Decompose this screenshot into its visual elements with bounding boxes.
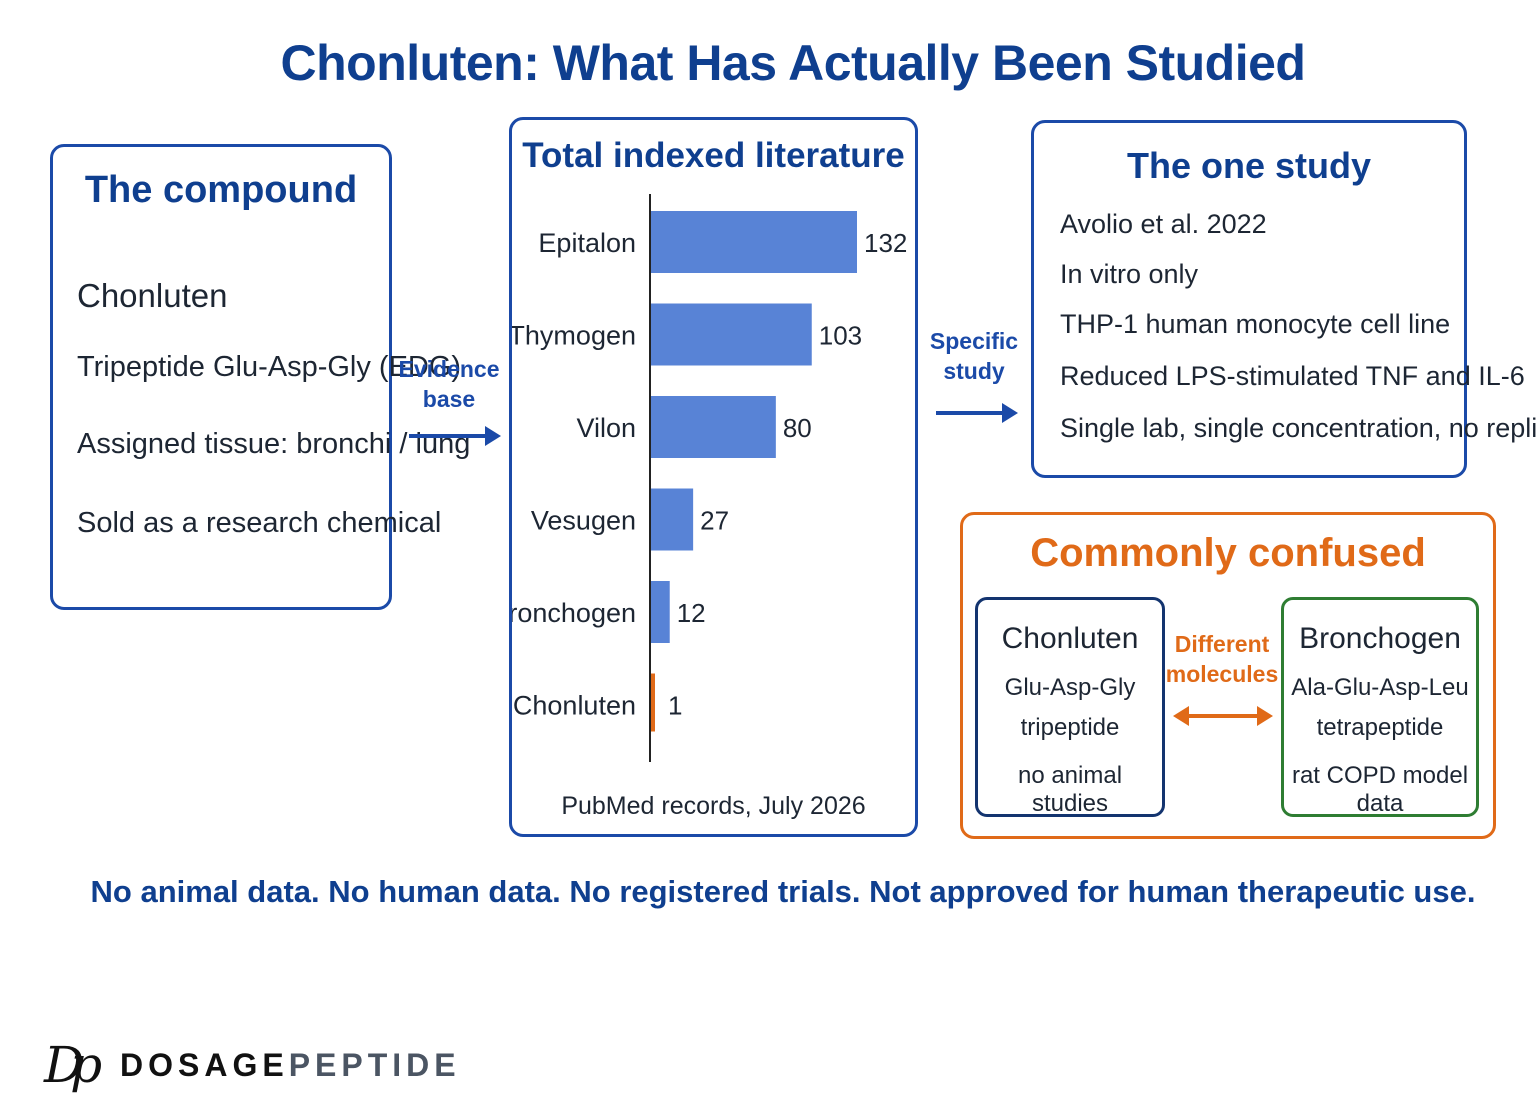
bar-value-label: 103 [819, 321, 862, 351]
dosagepeptide-logo-mark: Dp [44, 1036, 102, 1094]
bronchogen-card-sequence: Ala-Glu-Asp-Leu [1291, 674, 1469, 701]
logo-text-part1: DOSAGE [120, 1047, 289, 1083]
bar-label: Vesugen [531, 506, 636, 536]
compound-panel-title: The compound [84, 169, 358, 211]
bar-value-label: 1 [668, 691, 682, 721]
bar [651, 488, 694, 551]
evidence-arrow-icon [409, 426, 501, 446]
evidence-base-label: Evidence base [398, 354, 500, 414]
page-title: Chonluten: What Has Actually Been Studie… [280, 35, 1306, 91]
different-molecules-line1: Different [1174, 631, 1270, 657]
footer-disclaimer: No animal data. No human data. No regist… [90, 874, 1476, 909]
bronchogen-card-kind: tetrapeptide [1316, 714, 1444, 741]
compound-name: Chonluten [77, 277, 228, 314]
bar-label: Thymogen [512, 321, 636, 351]
logo-text-part2: PEPTIDE [288, 1047, 461, 1083]
bronchogen-card-name: Bronchogen [1299, 622, 1461, 655]
literature-panel: Total indexed literature Epitalon 132 Thym… [509, 117, 918, 837]
study-type: In vitro only [1060, 259, 1199, 289]
specific-study-label-line2: study [943, 358, 1005, 384]
bar-value-label: 80 [783, 413, 812, 443]
different-molecules-line2: molecules [1165, 661, 1279, 687]
bar-label: Chonluten [513, 691, 636, 721]
specific-study-label: Specific study [922, 326, 1026, 386]
literature-panel-title: Total indexed literature [522, 136, 905, 175]
compound-status: Sold as a research chemical [77, 507, 442, 539]
bar [651, 303, 812, 366]
bar-value-label: 132 [864, 228, 907, 258]
bar-label: Vilon [576, 413, 636, 443]
chart-caption: PubMed records, July 2026 [561, 792, 866, 820]
bar [651, 673, 655, 732]
bronchogen-card-note: rat COPD model data [1291, 762, 1469, 817]
compound-sequence: Tripeptide Glu-Asp-Gly (EDG) [77, 351, 462, 383]
chonluten-card: Chonluten Glu-Asp-Gly tripeptide no anim… [975, 597, 1165, 817]
confused-panel-title: Commonly confused [1030, 531, 1426, 575]
chonluten-card-note: no animal studies [1017, 762, 1123, 817]
bar-label: Epitalon [538, 228, 636, 258]
study-cell-line: THP-1 human monocyte cell line [1060, 309, 1451, 339]
chonluten-card-name: Chonluten [1001, 622, 1139, 655]
chonluten-card-sequence: Glu-Asp-Gly [1004, 674, 1136, 701]
dosagepeptide-logo-text: DOSAGEPEPTIDE [120, 1047, 461, 1084]
evidence-base-label-line2: base [422, 386, 476, 412]
evidence-base-label-line1: Evidence [398, 356, 500, 382]
bar [651, 211, 857, 273]
study-limitations: Single lab, single concentration, no rep… [1060, 413, 1536, 443]
chonluten-card-kind: tripeptide [1020, 714, 1120, 741]
study-panel: The one study Avolio et al. 2022 In vitr… [1031, 120, 1536, 478]
double-arrow-icon [1173, 706, 1273, 726]
bar-value-label: 12 [677, 598, 706, 628]
bar [651, 396, 776, 458]
bar [651, 581, 670, 643]
confused-panel: Commonly confused Chonluten Glu-Asp-Gly … [960, 512, 1496, 839]
study-result: Reduced LPS-stimulated TNF and IL-6 [1060, 361, 1525, 391]
study-panel-title: The one study [1126, 145, 1372, 186]
specific-study-label-line1: Specific [929, 328, 1019, 354]
bronchogen-card: Bronchogen Ala-Glu-Asp-Leu tetrapeptide … [1281, 597, 1479, 817]
bar-value-label: 27 [700, 506, 729, 536]
compound-tissue: Assigned tissue: bronchi / lung [77, 428, 471, 460]
bar-label: Bronchogen [512, 598, 636, 628]
study-arrow-icon [936, 403, 1018, 423]
compound-panel: The compound Chonluten Tripeptide Glu-As… [50, 144, 470, 610]
study-citation: Avolio et al. 2022 [1060, 209, 1267, 239]
different-molecules-label: Different molecules [1163, 629, 1281, 689]
literature-bar-chart: Epitalon 132 Thymogen 103 Vilon 80 Vesugen 27 Br… [512, 194, 907, 762]
